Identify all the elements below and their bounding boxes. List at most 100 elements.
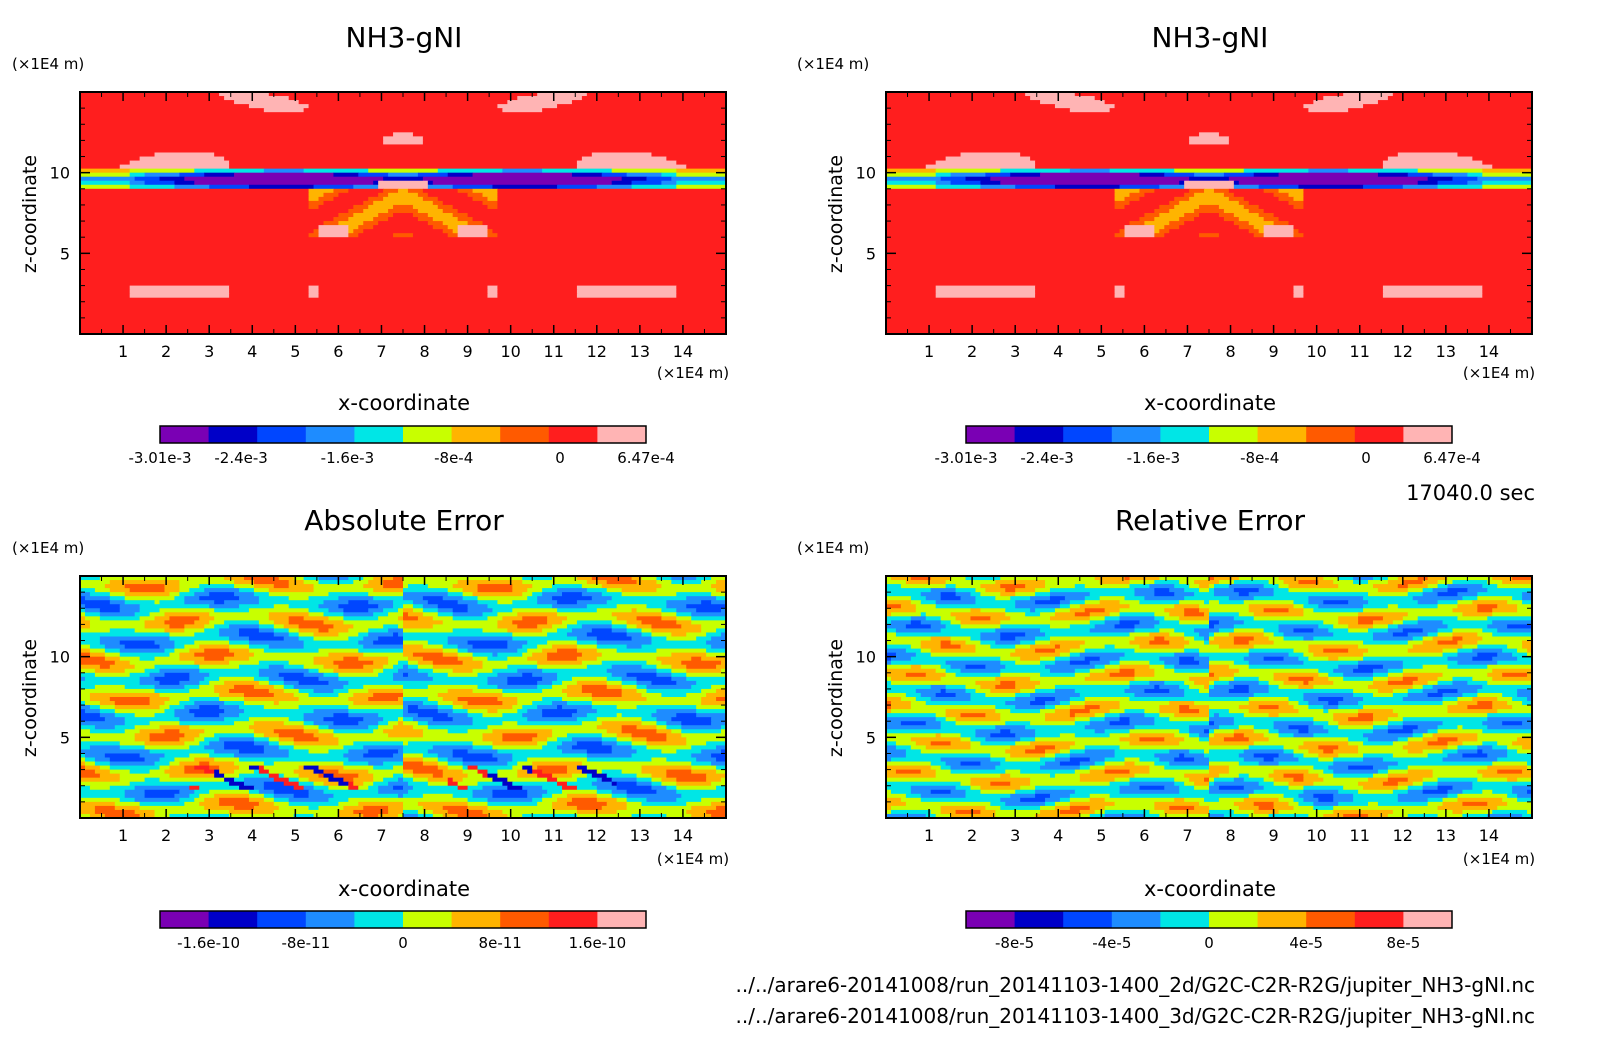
x-tick-label: 10 <box>1306 826 1326 845</box>
heatmap-cell <box>1318 624 1334 630</box>
heatmap-cell <box>542 713 573 718</box>
heatmap-cell <box>1154 208 1170 214</box>
heatmap-cell <box>886 584 902 589</box>
heatmap-cell <box>960 713 986 718</box>
heatmap-cell <box>1278 705 1295 710</box>
heatmap-cell <box>621 713 653 718</box>
heatmap-cell <box>566 684 583 690</box>
heatmap-cell <box>422 188 459 194</box>
heatmap-cell <box>1189 729 1205 734</box>
heatmap-cell <box>403 709 409 714</box>
heatmap-cell <box>209 753 235 759</box>
heatmap-cell <box>1059 701 1071 706</box>
heatmap-cell <box>348 705 404 710</box>
heatmap-cell <box>1213 777 1235 783</box>
heatmap-cell <box>398 188 409 194</box>
heatmap-cell <box>566 793 598 799</box>
heatmap-cell <box>179 656 205 662</box>
heatmap-cell <box>194 652 235 658</box>
heatmap-cell <box>512 781 558 787</box>
heatmap-cell <box>452 584 479 589</box>
heatmap-cell <box>403 636 449 642</box>
heatmap-cell <box>353 809 389 815</box>
heatmap-cell <box>403 793 424 799</box>
heatmap-cell <box>278 672 305 678</box>
heatmap-cell <box>1179 684 1190 690</box>
heatmap-cell <box>348 576 364 581</box>
heatmap-cell <box>1184 608 1200 613</box>
heatmap-cell <box>174 709 190 714</box>
heatmap-cell <box>417 813 434 819</box>
heatmap-cell <box>393 213 414 218</box>
heatmap-cell <box>1338 725 1374 730</box>
heatmap-cell <box>1313 628 1329 634</box>
heatmap-cell <box>886 793 907 799</box>
heatmap-cell <box>184 624 205 630</box>
heatmap-cell <box>104 717 126 722</box>
heatmap-cell <box>1268 684 1280 690</box>
heatmap-cell <box>671 717 712 722</box>
heatmap-cell <box>353 204 369 210</box>
heatmap-cell <box>995 628 1041 634</box>
heatmap-cell <box>293 785 305 791</box>
heatmap-cell <box>1407 648 1444 654</box>
heatmap-cell <box>343 608 369 613</box>
heatmap-cell <box>1209 608 1250 613</box>
heatmap-cell <box>99 608 121 613</box>
heatmap-cell <box>303 713 335 718</box>
heatmap-cell <box>1313 676 1329 682</box>
heatmap-cell <box>940 176 967 182</box>
heatmap-cell <box>447 809 484 815</box>
heatmap-cell <box>239 588 255 593</box>
heatmap-cell <box>601 769 623 775</box>
heatmap-cell <box>1189 640 1205 646</box>
heatmap-cell <box>1233 721 1275 726</box>
heatmap-cell <box>467 801 489 807</box>
heatmap-cell <box>248 793 265 799</box>
heatmap-cell <box>895 652 917 658</box>
heatmap-cell <box>224 96 290 101</box>
heatmap-cell <box>1427 692 1444 698</box>
heatmap-cell <box>1174 168 1245 174</box>
heatmap-cell <box>1049 793 1071 799</box>
heatmap-cell <box>1313 608 1364 613</box>
heatmap-cell <box>1199 652 1250 658</box>
heatmap-cell <box>80 305 727 311</box>
heatmap-cell <box>1308 648 1324 654</box>
heatmap-cell <box>706 773 727 779</box>
heatmap-cell <box>1338 701 1359 706</box>
heatmap-cell <box>1402 717 1488 722</box>
heatmap-cell <box>1303 204 1533 210</box>
heatmap-cell <box>890 576 912 581</box>
heatmap-cell <box>1119 737 1141 742</box>
heatmap-cell <box>179 592 195 597</box>
heatmap-cell <box>1517 648 1528 654</box>
heatmap-cell <box>363 229 444 234</box>
heatmap-cell <box>492 608 513 613</box>
heatmap-cell <box>482 713 503 718</box>
heatmap-cell <box>80 152 156 158</box>
heatmap-cell <box>557 648 578 654</box>
heatmap-cell <box>1348 737 1369 742</box>
heatmap-cell <box>1164 785 1180 791</box>
heatmap-cell <box>886 192 1116 198</box>
heatmap-cell <box>1522 701 1533 706</box>
heatmap-cell <box>1184 781 1195 787</box>
heatmap-cell <box>1020 769 1076 775</box>
heatmap-cell <box>1119 616 1155 621</box>
heatmap-cell <box>1000 668 1051 674</box>
heatmap-cell <box>268 737 280 742</box>
heatmap-cell <box>1437 184 1483 190</box>
heatmap-cell <box>641 717 658 722</box>
heatmap-cell <box>313 588 374 593</box>
heatmap-cell <box>1015 648 1036 654</box>
heatmap-cell <box>930 761 947 767</box>
heatmap-cell <box>1253 741 1305 746</box>
heatmap-cell <box>566 632 588 638</box>
heatmap-cell <box>1025 584 1046 589</box>
heatmap-cell <box>900 697 917 702</box>
heatmap-cell <box>1129 777 1175 783</box>
heatmap-cell <box>422 604 439 609</box>
heatmap-cell <box>1502 672 1528 678</box>
heatmap-cell <box>388 217 419 222</box>
